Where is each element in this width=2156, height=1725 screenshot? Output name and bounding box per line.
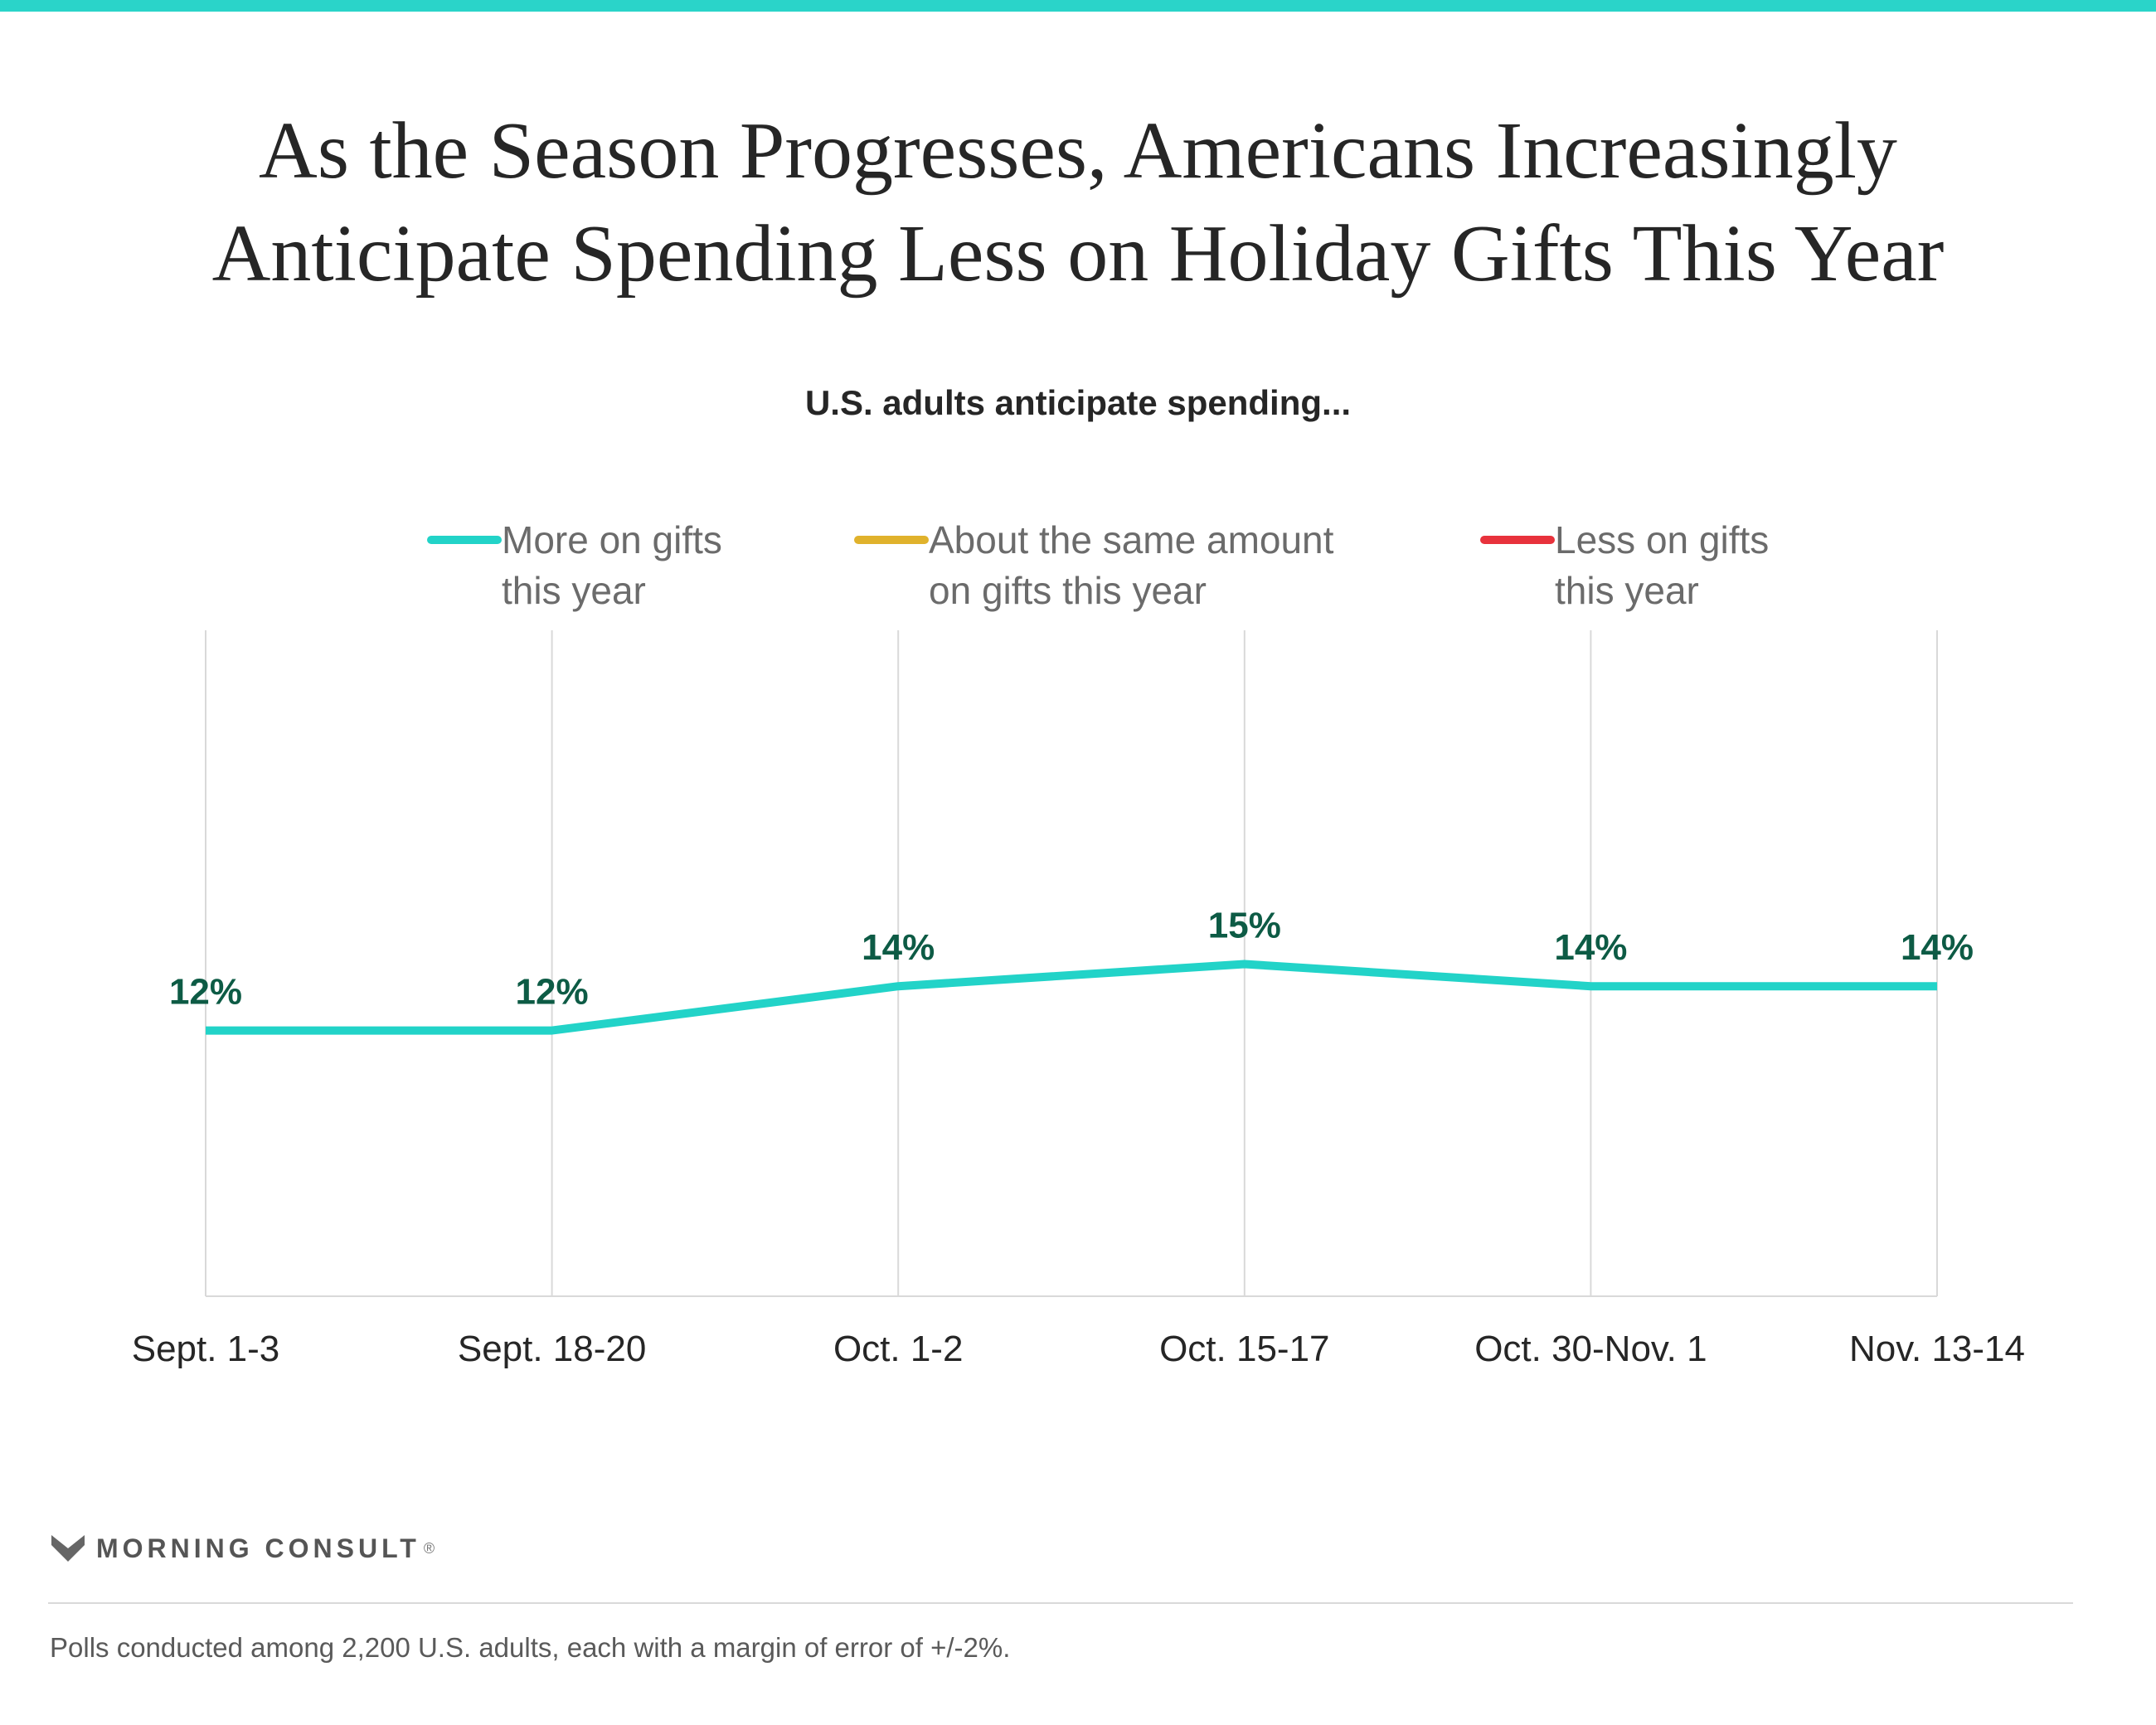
title-line-2: Anticipate Spending Less on Holiday Gift… <box>211 209 1945 299</box>
brand-registered-mark: ® <box>423 1539 435 1557</box>
x-tick-label: Oct. 15-17 <box>1159 1329 1329 1369</box>
chart-subtitle: U.S. adults anticipate spending... <box>804 383 1352 422</box>
line-chart: More on gifts this year About the same amo… <box>132 518 2025 1369</box>
data-label-more: 12% <box>516 972 589 1013</box>
legend-label-less: this year <box>1555 569 1699 612</box>
x-tick-label: Oct. 1-2 <box>833 1329 964 1369</box>
data-label-more: 14% <box>862 927 935 968</box>
chart-title: As the Season Progresses, Americans Incr… <box>83 100 2073 305</box>
legend-label-same: About the same amount <box>929 518 1334 561</box>
data-label-more: 15% <box>1208 906 1281 946</box>
chart-lines <box>206 960 1937 1035</box>
x-tick-label: Oct. 30-Nov. 1 <box>1474 1329 1707 1369</box>
brand-name: MORNING CONSULT <box>96 1533 420 1563</box>
top-accent-bar <box>0 0 2156 12</box>
chart-grid <box>205 630 1938 1297</box>
footer-divider <box>48 1602 2073 1604</box>
data-label-more: 14% <box>1901 927 1974 968</box>
data-label-more: 12% <box>169 972 242 1013</box>
footnote: Polls conducted among 2,200 U.S. adults,… <box>50 1632 1011 1663</box>
legend-label-more: this year <box>502 569 646 612</box>
title-line-1: As the Season Progresses, Americans Incr… <box>259 106 1897 196</box>
morning-consult-logo: MORNING CONSULT ® <box>51 1530 435 1567</box>
x-tick-label: Nov. 13-14 <box>1849 1329 2025 1369</box>
x-axis-ticks: Sept. 1-3 Sept. 18-20 Oct. 1-2 Oct. 15-17 Oc… <box>132 1329 2025 1369</box>
data-label-more: 14% <box>1554 927 1627 968</box>
logo-chevron-icon <box>51 1535 85 1562</box>
chart-legend: More on gifts this year About the same amo… <box>427 518 1769 612</box>
x-tick-label: Sept. 1-3 <box>132 1329 280 1369</box>
legend-label-less: Less on gifts <box>1555 518 1769 561</box>
series-line-more <box>206 960 1937 1035</box>
legend-label-more: More on gifts <box>502 518 722 561</box>
chart-data-labels: 12%12%14%15%14%14%49%46%45%42%41%39%39%4… <box>169 906 1974 1013</box>
x-tick-label: Sept. 18-20 <box>458 1329 647 1369</box>
legend-label-same: on gifts this year <box>929 569 1207 612</box>
